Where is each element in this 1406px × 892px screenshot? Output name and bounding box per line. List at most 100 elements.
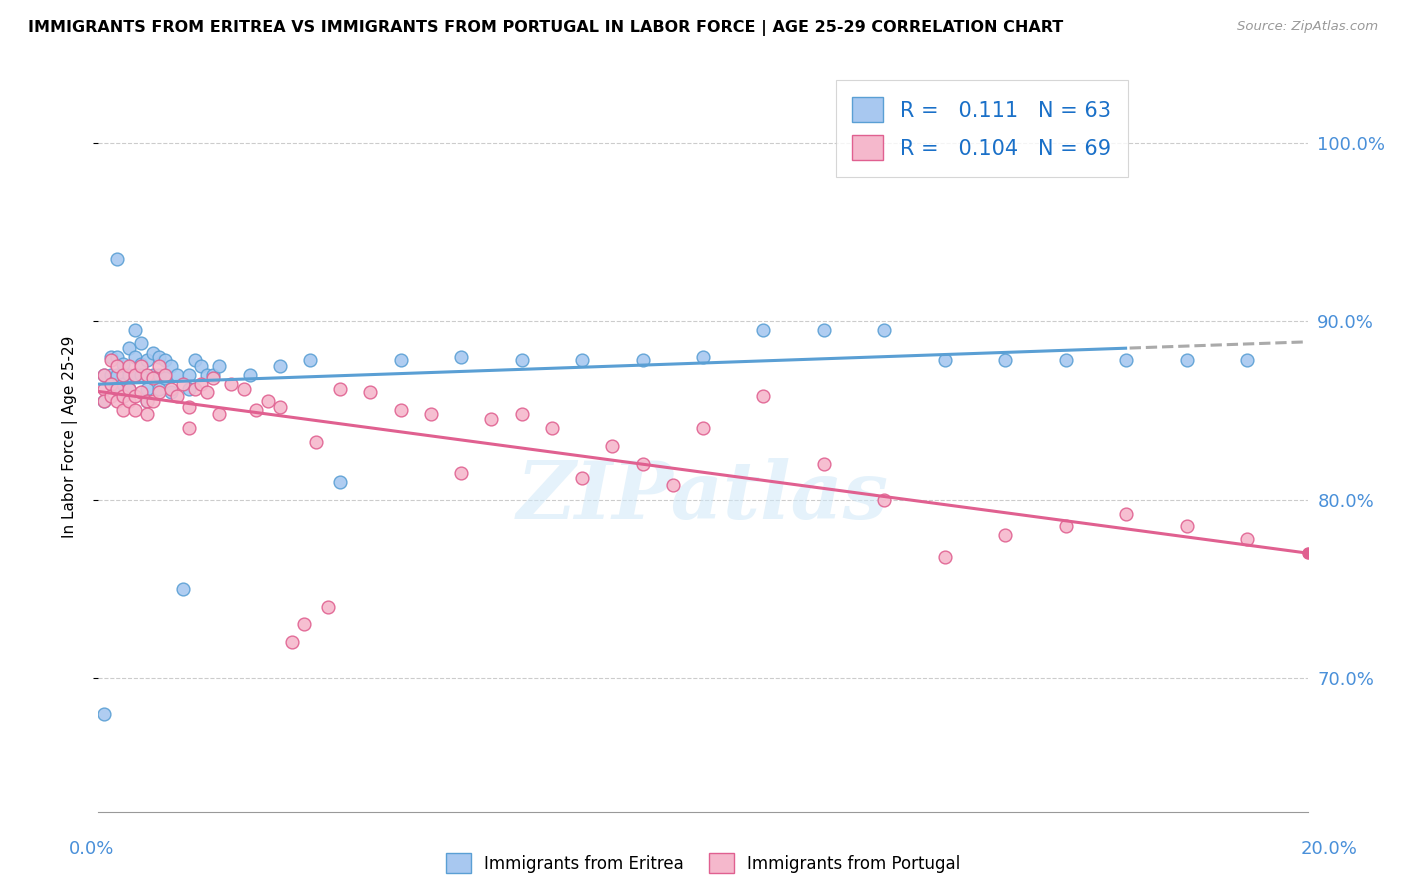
Point bbox=[510, 353, 533, 368]
Point bbox=[389, 403, 412, 417]
Point bbox=[135, 382, 157, 396]
Point bbox=[1175, 519, 1198, 533]
Point bbox=[93, 394, 115, 409]
Point bbox=[100, 350, 122, 364]
Point bbox=[105, 368, 128, 382]
Point bbox=[118, 359, 141, 373]
Text: ZIPatlas: ZIPatlas bbox=[517, 458, 889, 536]
Point bbox=[873, 492, 896, 507]
Point bbox=[105, 359, 128, 373]
Point bbox=[111, 368, 134, 382]
Point bbox=[208, 359, 231, 373]
Point bbox=[1054, 519, 1077, 533]
Point bbox=[1236, 353, 1258, 368]
Text: IMMIGRANTS FROM ERITREA VS IMMIGRANTS FROM PORTUGAL IN LABOR FORCE | AGE 25-29 C: IMMIGRANTS FROM ERITREA VS IMMIGRANTS FR… bbox=[28, 20, 1063, 36]
Point bbox=[202, 368, 225, 382]
Point bbox=[510, 407, 533, 421]
Point bbox=[179, 400, 201, 414]
Point bbox=[135, 394, 157, 409]
Point bbox=[184, 382, 207, 396]
Point bbox=[752, 323, 775, 337]
Point bbox=[190, 359, 212, 373]
Point bbox=[994, 528, 1017, 542]
Point bbox=[105, 382, 128, 396]
Point bbox=[111, 403, 134, 417]
Point bbox=[135, 394, 157, 409]
Point bbox=[153, 368, 176, 382]
Point bbox=[142, 346, 165, 360]
Point bbox=[179, 382, 201, 396]
Point bbox=[190, 376, 212, 391]
Point bbox=[111, 389, 134, 403]
Point bbox=[692, 350, 714, 364]
Point bbox=[148, 385, 170, 400]
Point bbox=[100, 353, 122, 368]
Point bbox=[1236, 532, 1258, 546]
Point bbox=[239, 368, 262, 382]
Point bbox=[631, 457, 654, 471]
Point bbox=[105, 252, 128, 266]
Point bbox=[160, 385, 183, 400]
Point bbox=[934, 353, 956, 368]
Point bbox=[329, 475, 352, 489]
Point bbox=[100, 376, 122, 391]
Point bbox=[153, 353, 176, 368]
Point bbox=[208, 407, 231, 421]
Point bbox=[631, 353, 654, 368]
Point bbox=[1115, 507, 1137, 521]
Point bbox=[184, 353, 207, 368]
Point bbox=[166, 389, 188, 403]
Point bbox=[135, 353, 157, 368]
Point bbox=[118, 341, 141, 355]
Point bbox=[316, 599, 339, 614]
Point bbox=[281, 635, 304, 649]
Point bbox=[124, 350, 146, 364]
Point bbox=[93, 394, 115, 409]
Text: 0.0%: 0.0% bbox=[69, 840, 114, 858]
Text: 20.0%: 20.0% bbox=[1301, 840, 1357, 858]
Point bbox=[129, 359, 152, 373]
Point bbox=[389, 353, 412, 368]
Point bbox=[692, 421, 714, 435]
Point bbox=[124, 403, 146, 417]
Point bbox=[93, 368, 115, 382]
Point bbox=[256, 394, 278, 409]
Point bbox=[124, 368, 146, 382]
Point bbox=[661, 478, 683, 492]
Point bbox=[813, 323, 835, 337]
Point bbox=[129, 357, 152, 371]
Point bbox=[124, 323, 146, 337]
Point bbox=[111, 376, 134, 391]
Point bbox=[105, 394, 128, 409]
Point bbox=[232, 382, 254, 396]
Point bbox=[129, 368, 152, 382]
Point bbox=[148, 382, 170, 396]
Point bbox=[202, 371, 225, 385]
Point bbox=[571, 353, 593, 368]
Point bbox=[148, 359, 170, 373]
Point bbox=[148, 350, 170, 364]
Point bbox=[172, 582, 194, 596]
Point bbox=[142, 371, 165, 385]
Y-axis label: In Labor Force | Age 25-29: In Labor Force | Age 25-29 bbox=[62, 336, 77, 538]
Point bbox=[873, 323, 896, 337]
Point bbox=[752, 389, 775, 403]
Point bbox=[179, 421, 201, 435]
Point bbox=[153, 371, 176, 385]
Point bbox=[221, 376, 243, 391]
Point bbox=[994, 353, 1017, 368]
Point bbox=[571, 471, 593, 485]
Point bbox=[420, 407, 443, 421]
Point bbox=[93, 706, 115, 721]
Point bbox=[195, 368, 218, 382]
Point bbox=[160, 359, 183, 373]
Point bbox=[269, 400, 291, 414]
Point bbox=[1054, 353, 1077, 368]
Point bbox=[813, 457, 835, 471]
Point bbox=[299, 353, 322, 368]
Point bbox=[118, 368, 141, 382]
Point bbox=[360, 385, 382, 400]
Point bbox=[100, 376, 122, 391]
Point bbox=[142, 368, 165, 382]
Point bbox=[118, 382, 141, 396]
